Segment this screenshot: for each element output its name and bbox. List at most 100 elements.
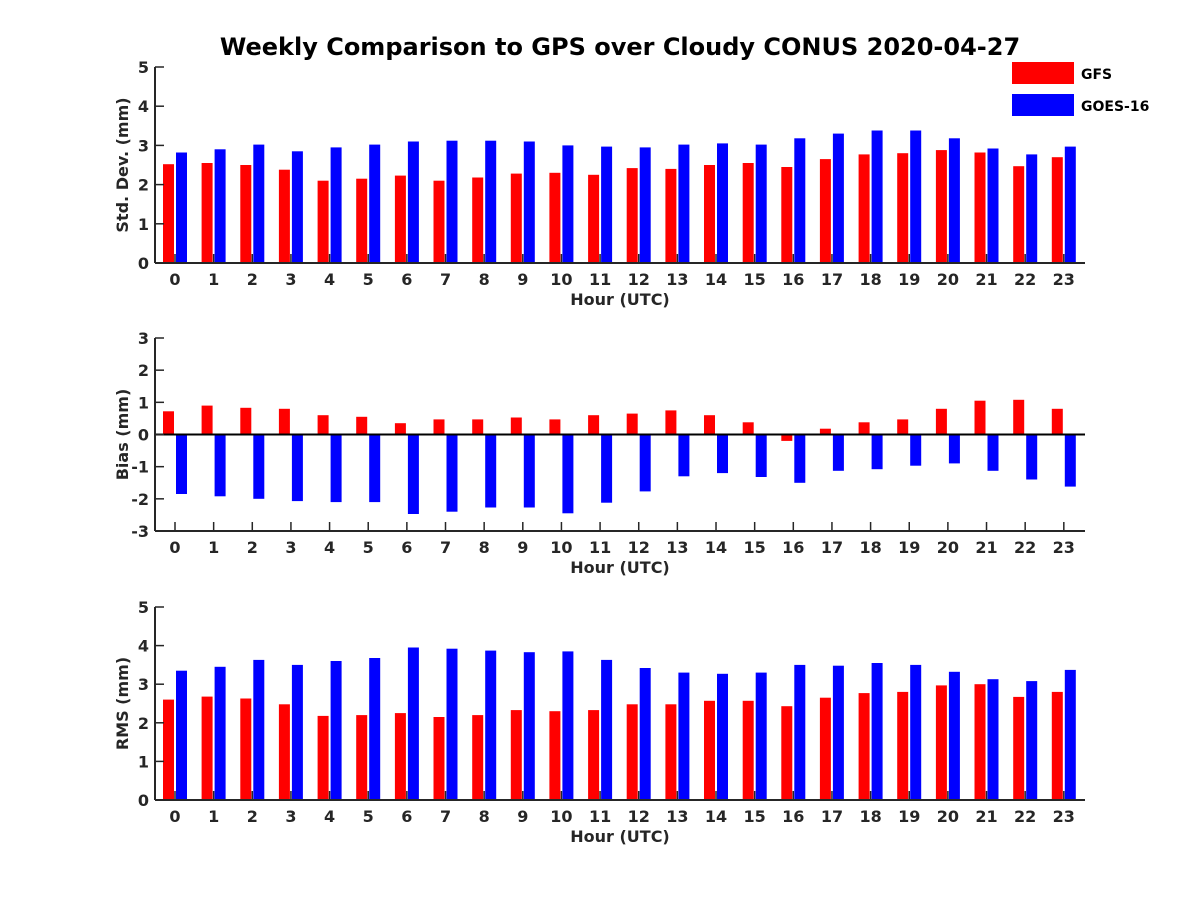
bar-bias-gfs-16	[781, 434, 793, 441]
bar-bias-gfs-18	[858, 422, 870, 435]
x-tick-label-bias: 12	[628, 538, 650, 557]
bar-rms-gfs-3	[278, 704, 290, 800]
bar-bias-goes16-8	[485, 434, 497, 508]
y-tick-label-std-dev: 5	[138, 58, 149, 77]
bar-bias-goes16-3	[291, 434, 303, 502]
x-tick-label-bias: 1	[208, 538, 219, 557]
x-tick-label-bias: 5	[363, 538, 374, 557]
bar-rms-goes16-3	[291, 664, 303, 800]
bar-bias-gfs-15	[742, 422, 754, 435]
bar-rms-gfs-23	[1051, 691, 1063, 800]
y-tick-label-std-dev: 4	[138, 97, 149, 116]
bar-bias-gfs-3	[278, 408, 290, 435]
x-tick-label-rms: 7	[440, 807, 451, 826]
y-tick-label-std-dev: 2	[138, 176, 149, 195]
bar-std-dev-goes16-14	[717, 143, 728, 263]
bar-bias-gfs-4	[317, 415, 329, 435]
y-tick-label-rms: 3	[138, 675, 149, 694]
x-tick-label-std-dev: 11	[589, 270, 611, 289]
x-tick-label-bias: 8	[479, 538, 490, 557]
x-tick-label-bias: 20	[937, 538, 959, 557]
x-tick-label-bias: 4	[324, 538, 335, 557]
bar-rms-goes16-21	[987, 679, 999, 800]
bar-std-dev-gfs-21	[974, 152, 986, 263]
bar-bias-goes16-15	[755, 434, 767, 477]
x-tick-label-rms: 10	[550, 807, 572, 826]
x-tick-label-std-dev: 4	[324, 270, 335, 289]
x-tick-label-std-dev: 9	[517, 270, 528, 289]
y-axis-label-std-dev: Std. Dev. (mm)	[113, 97, 132, 232]
bar-std-dev-gfs-7	[433, 180, 445, 263]
x-tick-label-rms: 21	[975, 807, 997, 826]
x-tick-label-rms: 20	[937, 807, 959, 826]
y-tick-label-bias: -2	[131, 490, 149, 509]
bar-bias-goes16-10	[562, 434, 574, 514]
bar-rms-gfs-1	[201, 696, 213, 800]
x-tick-label-rms: 9	[517, 807, 528, 826]
bar-bias-gfs-6	[394, 423, 406, 435]
bar-bias-gfs-11	[588, 415, 600, 435]
bar-rms-gfs-9	[510, 710, 522, 800]
y-tick-label-std-dev: 0	[138, 254, 149, 273]
bar-std-dev-gfs-15	[742, 163, 754, 263]
x-tick-label-bias: 17	[821, 538, 843, 557]
x-tick-label-rms: 23	[1053, 807, 1075, 826]
bar-std-dev-gfs-23	[1051, 157, 1063, 263]
bar-bias-gfs-2	[240, 407, 252, 435]
x-tick-label-rms: 15	[744, 807, 766, 826]
x-tick-label-rms: 13	[666, 807, 688, 826]
bar-std-dev-gfs-22	[1013, 166, 1025, 263]
bar-bias-gfs-19	[897, 419, 909, 435]
x-tick-label-bias: 0	[169, 538, 180, 557]
bar-bias-goes16-19	[910, 434, 922, 466]
x-tick-label-rms: 8	[479, 807, 490, 826]
x-tick-label-bias: 10	[550, 538, 572, 557]
bar-std-dev-goes16-6	[407, 141, 419, 263]
bar-std-dev-gfs-14	[704, 165, 715, 263]
bar-rms-gfs-19	[897, 691, 909, 800]
x-tick-label-bias: 23	[1053, 538, 1075, 557]
y-tick-label-rms: 1	[138, 752, 149, 771]
bar-std-dev-gfs-6	[394, 175, 406, 263]
bar-std-dev-goes16-16	[794, 138, 806, 263]
y-tick-label-bias: -3	[131, 522, 149, 541]
bar-std-dev-gfs-16	[781, 167, 793, 263]
bar-bias-gfs-0	[163, 411, 174, 435]
bar-rms-gfs-0	[163, 699, 174, 800]
y-axis-label-rms: RMS (mm)	[113, 657, 132, 750]
legend-swatch-gfs	[1012, 62, 1074, 84]
bar-std-dev-goes16-12	[639, 147, 651, 263]
bar-rms-gfs-2	[240, 698, 252, 800]
bar-std-dev-gfs-13	[665, 168, 677, 263]
x-tick-label-std-dev: 19	[898, 270, 920, 289]
bar-rms-goes16-13	[678, 672, 690, 800]
bar-rms-goes16-9	[523, 652, 535, 800]
y-tick-label-bias: -1	[131, 458, 149, 477]
bar-bias-gfs-12	[626, 413, 638, 435]
bar-std-dev-gfs-12	[626, 168, 638, 263]
bar-std-dev-goes16-2	[253, 144, 265, 263]
legend-label-goes16: GOES-16	[1081, 99, 1149, 115]
bar-bias-gfs-9	[510, 417, 522, 435]
x-tick-label-bias: 15	[744, 538, 766, 557]
bar-std-dev-goes16-21	[987, 148, 999, 263]
y-axis-label-bias: Bias (mm)	[113, 389, 132, 481]
bar-bias-goes16-2	[253, 434, 265, 499]
x-tick-label-bias: 6	[401, 538, 412, 557]
x-tick-label-std-dev: 18	[859, 270, 881, 289]
x-tick-label-rms: 6	[401, 807, 412, 826]
bar-bias-goes16-0	[176, 434, 187, 494]
bar-std-dev-goes16-3	[291, 151, 303, 263]
x-tick-label-std-dev: 21	[975, 270, 997, 289]
bar-bias-goes16-13	[678, 434, 690, 477]
bar-rms-goes16-18	[871, 663, 883, 800]
x-tick-label-std-dev: 1	[208, 270, 219, 289]
bar-std-dev-goes16-10	[562, 145, 574, 263]
x-tick-label-rms: 12	[628, 807, 650, 826]
bar-bias-gfs-17	[819, 428, 831, 435]
bar-std-dev-gfs-8	[472, 177, 484, 263]
